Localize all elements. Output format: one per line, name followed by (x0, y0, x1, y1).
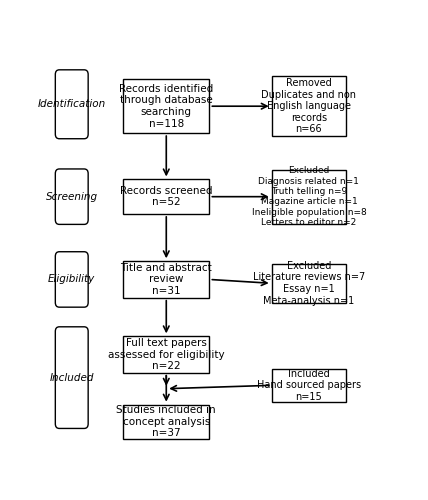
FancyBboxPatch shape (272, 76, 346, 136)
Text: Identification: Identification (38, 100, 106, 110)
Text: Included
Hand sourced papers
n=15: Included Hand sourced papers n=15 (257, 368, 361, 402)
FancyBboxPatch shape (272, 369, 346, 402)
FancyBboxPatch shape (123, 404, 209, 439)
Text: Excluded
Literature reviews n=7
Essay n=1
Meta-analysis n=1: Excluded Literature reviews n=7 Essay n=… (253, 261, 365, 306)
FancyBboxPatch shape (55, 252, 88, 307)
Text: Title and abstract
review
n=31: Title and abstract review n=31 (120, 263, 212, 296)
Text: Excluded
Diagnosis related n=1
Truth telling n=9
Magazine article n=1
Ineligible: Excluded Diagnosis related n=1 Truth tel… (252, 166, 366, 227)
FancyBboxPatch shape (123, 79, 209, 133)
Text: Screening: Screening (46, 192, 98, 202)
Text: Full text papers
assessed for eligibility
n=22: Full text papers assessed for eligibilit… (108, 338, 225, 371)
Text: Eligibility: Eligibility (48, 274, 95, 284)
FancyBboxPatch shape (55, 70, 88, 138)
FancyBboxPatch shape (123, 336, 209, 373)
Text: Included: Included (50, 372, 94, 382)
FancyBboxPatch shape (123, 261, 209, 298)
Text: Records identified
through database
searching
n=118: Records identified through database sear… (119, 84, 214, 128)
FancyBboxPatch shape (272, 170, 346, 224)
Text: Records screened
n=52: Records screened n=52 (120, 186, 213, 208)
FancyBboxPatch shape (123, 180, 209, 214)
Text: Studies included in
concept analysis
n=37: Studies included in concept analysis n=3… (116, 406, 216, 438)
Text: Removed
Duplicates and non
English language
records
n=66: Removed Duplicates and non English langu… (262, 78, 357, 134)
FancyBboxPatch shape (272, 264, 346, 302)
FancyBboxPatch shape (55, 169, 88, 224)
FancyBboxPatch shape (55, 327, 88, 428)
